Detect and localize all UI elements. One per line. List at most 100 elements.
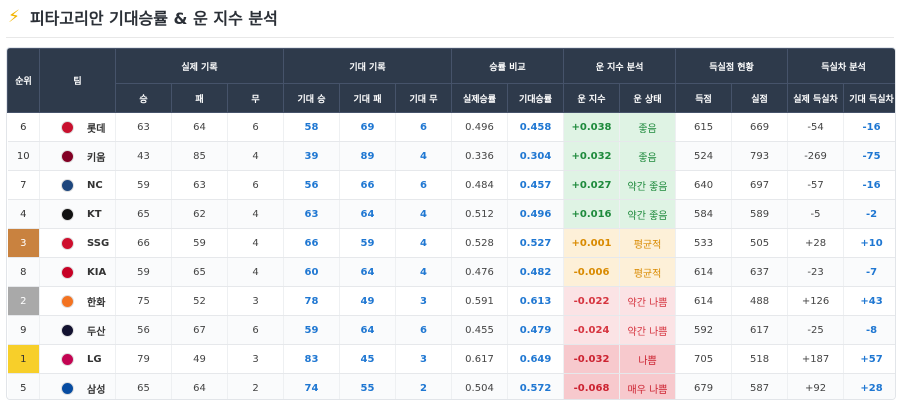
exp-draw-cell: 4 — [395, 141, 452, 171]
team-name: 롯데 — [87, 123, 106, 135]
actual-diff-cell: +28 — [787, 228, 845, 258]
win-cell: 43 — [115, 141, 172, 171]
actual-pct-cell: 0.528 — [451, 228, 508, 258]
actual-diff-cell: -5 — [787, 199, 845, 229]
runs-scored-cell: 533 — [675, 228, 733, 258]
actual-pct-cell: 0.476 — [451, 257, 508, 287]
luck-index-cell: +0.027 — [563, 170, 621, 200]
actual-pct-cell: 0.496 — [451, 112, 508, 142]
actual-pct-cell: 0.512 — [451, 199, 508, 229]
rank-cell: 4 — [7, 199, 40, 229]
win-cell: 66 — [115, 228, 172, 258]
team-cell: LG — [39, 344, 116, 374]
team-cell: SSG — [39, 228, 116, 258]
draw-cell: 3 — [227, 286, 284, 316]
exp-draw-cell: 3 — [395, 344, 452, 374]
exp-pct-cell: 0.527 — [507, 228, 565, 258]
luck-index-cell: +0.032 — [563, 141, 621, 171]
luck-index-cell: -0.032 — [563, 344, 621, 374]
exp-diff-cell: -75 — [843, 141, 895, 171]
luck-state-cell: 좋음 — [619, 141, 677, 171]
team-label: SSG — [40, 236, 115, 250]
table-row: 3 SSG 66 59 4 66 59 4 0.528 0.527 +0.001 평균적 533 505 +… — [7, 228, 895, 258]
luck-index-cell: -0.068 — [563, 373, 621, 399]
header-rank: 순위 — [7, 48, 40, 113]
exp-pct-cell: 0.304 — [507, 141, 565, 171]
page-header: ⚡ 피타고리안 기대승률 & 운 지수 분석 — [6, 4, 278, 30]
draw-cell: 4 — [227, 199, 284, 229]
header-diff-group: 득실차 분석 — [787, 48, 895, 84]
loss-cell: 49 — [171, 344, 228, 374]
doosan-logo-icon — [61, 323, 74, 337]
team-name: SSG — [87, 237, 110, 249]
team-name: 키움 — [87, 152, 106, 164]
runs-allowed-cell: 488 — [731, 286, 789, 316]
runs-scored-cell: 614 — [675, 257, 733, 287]
runs-scored-cell: 705 — [675, 344, 733, 374]
exp-win-cell: 83 — [283, 344, 340, 374]
actual-diff-cell: +187 — [787, 344, 845, 374]
header-exp-diff: 기대 득실차 — [843, 83, 895, 113]
header-exp-win: 기대 승 — [283, 83, 340, 113]
luck-state-cell: 평균적 — [619, 257, 677, 287]
exp-diff-cell: -8 — [843, 315, 895, 345]
header-runs-group: 득실점 현황 — [675, 48, 789, 84]
exp-win-cell: 74 — [283, 373, 340, 399]
runs-allowed-cell: 518 — [731, 344, 789, 374]
exp-win-cell: 63 — [283, 199, 340, 229]
header-exp-loss: 기대 패 — [339, 83, 396, 113]
table-header: 순위 팀 실제 기록 기대 기록 승률 비교 운 지수 분석 득실점 현황 득실… — [7, 48, 895, 113]
header-exp-draw: 기대 무 — [395, 83, 452, 113]
exp-loss-cell: 55 — [339, 373, 396, 399]
exp-pct-cell: 0.649 — [507, 344, 565, 374]
actual-pct-cell: 0.336 — [451, 141, 508, 171]
table-row: 9 두산 56 67 6 59 64 6 0.455 0.479 -0.024 약간 나쁨 592 617… — [7, 315, 895, 345]
actual-diff-cell: -57 — [787, 170, 845, 200]
actual-diff-cell: -54 — [787, 112, 845, 142]
team-name: 두산 — [87, 326, 106, 338]
runs-scored-cell: 524 — [675, 141, 733, 171]
exp-draw-cell: 2 — [395, 373, 452, 399]
exp-draw-cell: 4 — [395, 199, 452, 229]
rank-cell: 6 — [7, 112, 40, 142]
team-name: 삼성 — [87, 384, 106, 396]
win-cell: 79 — [115, 344, 172, 374]
loss-cell: 63 — [171, 170, 228, 200]
team-cell: KIA — [39, 257, 116, 287]
title-divider — [6, 37, 894, 38]
exp-draw-cell: 6 — [395, 112, 452, 142]
actual-diff-cell: +92 — [787, 373, 845, 399]
team-cell: KT — [39, 199, 116, 229]
exp-draw-cell: 4 — [395, 257, 452, 287]
team-name: LG — [87, 353, 102, 365]
loss-cell: 85 — [171, 141, 228, 171]
runs-allowed-cell: 669 — [731, 112, 789, 142]
runs-scored-cell: 614 — [675, 286, 733, 316]
rank-cell: 3 — [7, 228, 40, 258]
rank-cell: 5 — [7, 373, 40, 399]
exp-diff-cell: +57 — [843, 344, 895, 374]
exp-draw-cell: 6 — [395, 315, 452, 345]
exp-pct-cell: 0.457 — [507, 170, 565, 200]
exp-pct-cell: 0.482 — [507, 257, 565, 287]
kia-logo-icon — [61, 265, 74, 279]
win-cell: 56 — [115, 315, 172, 345]
exp-pct-cell: 0.458 — [507, 112, 565, 142]
team-label: 한화 — [40, 294, 115, 309]
table-row: 2 한화 75 52 3 78 49 3 0.591 0.613 -0.022 약간 나쁨 614 488… — [7, 286, 895, 316]
draw-cell: 4 — [227, 141, 284, 171]
team-label: 두산 — [40, 323, 115, 338]
loss-cell: 64 — [171, 373, 228, 399]
header-luck-index: 운 지수 — [563, 83, 621, 113]
actual-diff-cell: +126 — [787, 286, 845, 316]
loss-cell: 67 — [171, 315, 228, 345]
header-runs-scored: 득점 — [675, 83, 733, 113]
exp-diff-cell: -16 — [843, 112, 895, 142]
header-draw: 무 — [227, 83, 284, 113]
exp-win-cell: 60 — [283, 257, 340, 287]
kt-logo-icon — [61, 207, 74, 221]
team-name: KIA — [87, 266, 107, 278]
header-luck-state: 운 상태 — [619, 83, 677, 113]
team-label: KT — [40, 207, 115, 221]
team-cell: 롯데 — [39, 112, 116, 142]
